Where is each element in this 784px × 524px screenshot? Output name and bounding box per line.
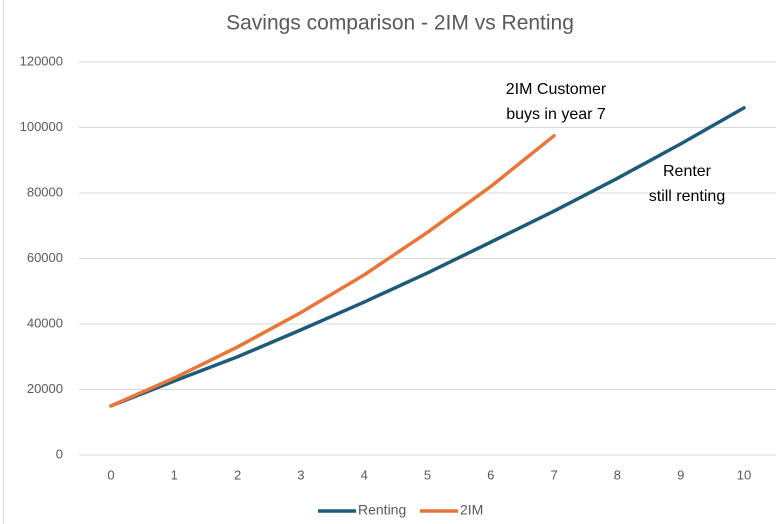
x-tick-label: 10 — [737, 467, 751, 482]
y-tick-label: 80000 — [27, 184, 63, 199]
x-tick-label: 5 — [424, 467, 431, 482]
annotation: 2IM Customer — [506, 81, 607, 98]
annotation: buys in year 7 — [506, 106, 606, 123]
y-tick-label: 20000 — [27, 381, 63, 396]
x-tick-label: 0 — [107, 467, 114, 482]
y-tick-label: 40000 — [27, 315, 63, 330]
x-tick-label: 4 — [361, 467, 368, 482]
x-tick-label: 1 — [171, 467, 178, 482]
legend-label: Renting — [358, 502, 406, 518]
x-tick-label: 2 — [234, 467, 241, 482]
y-tick-label: 100000 — [20, 119, 63, 134]
x-tick-label: 7 — [550, 467, 557, 482]
y-tick-label: 120000 — [20, 53, 63, 68]
y-tick-label: 60000 — [27, 250, 63, 265]
x-tick-label: 9 — [677, 467, 684, 482]
legend-label: 2IM — [460, 502, 483, 518]
chart-title: Savings comparison - 2IM vs Renting — [226, 12, 574, 35]
series-line — [109, 106, 746, 408]
series-line — [109, 133, 556, 408]
y-tick-label: 0 — [56, 446, 63, 461]
x-tick-label: 3 — [297, 467, 304, 482]
annotation: Renter — [663, 163, 712, 180]
x-tick-label: 8 — [614, 467, 621, 482]
x-tick-label: 6 — [487, 467, 494, 482]
annotation: still renting — [649, 188, 725, 205]
